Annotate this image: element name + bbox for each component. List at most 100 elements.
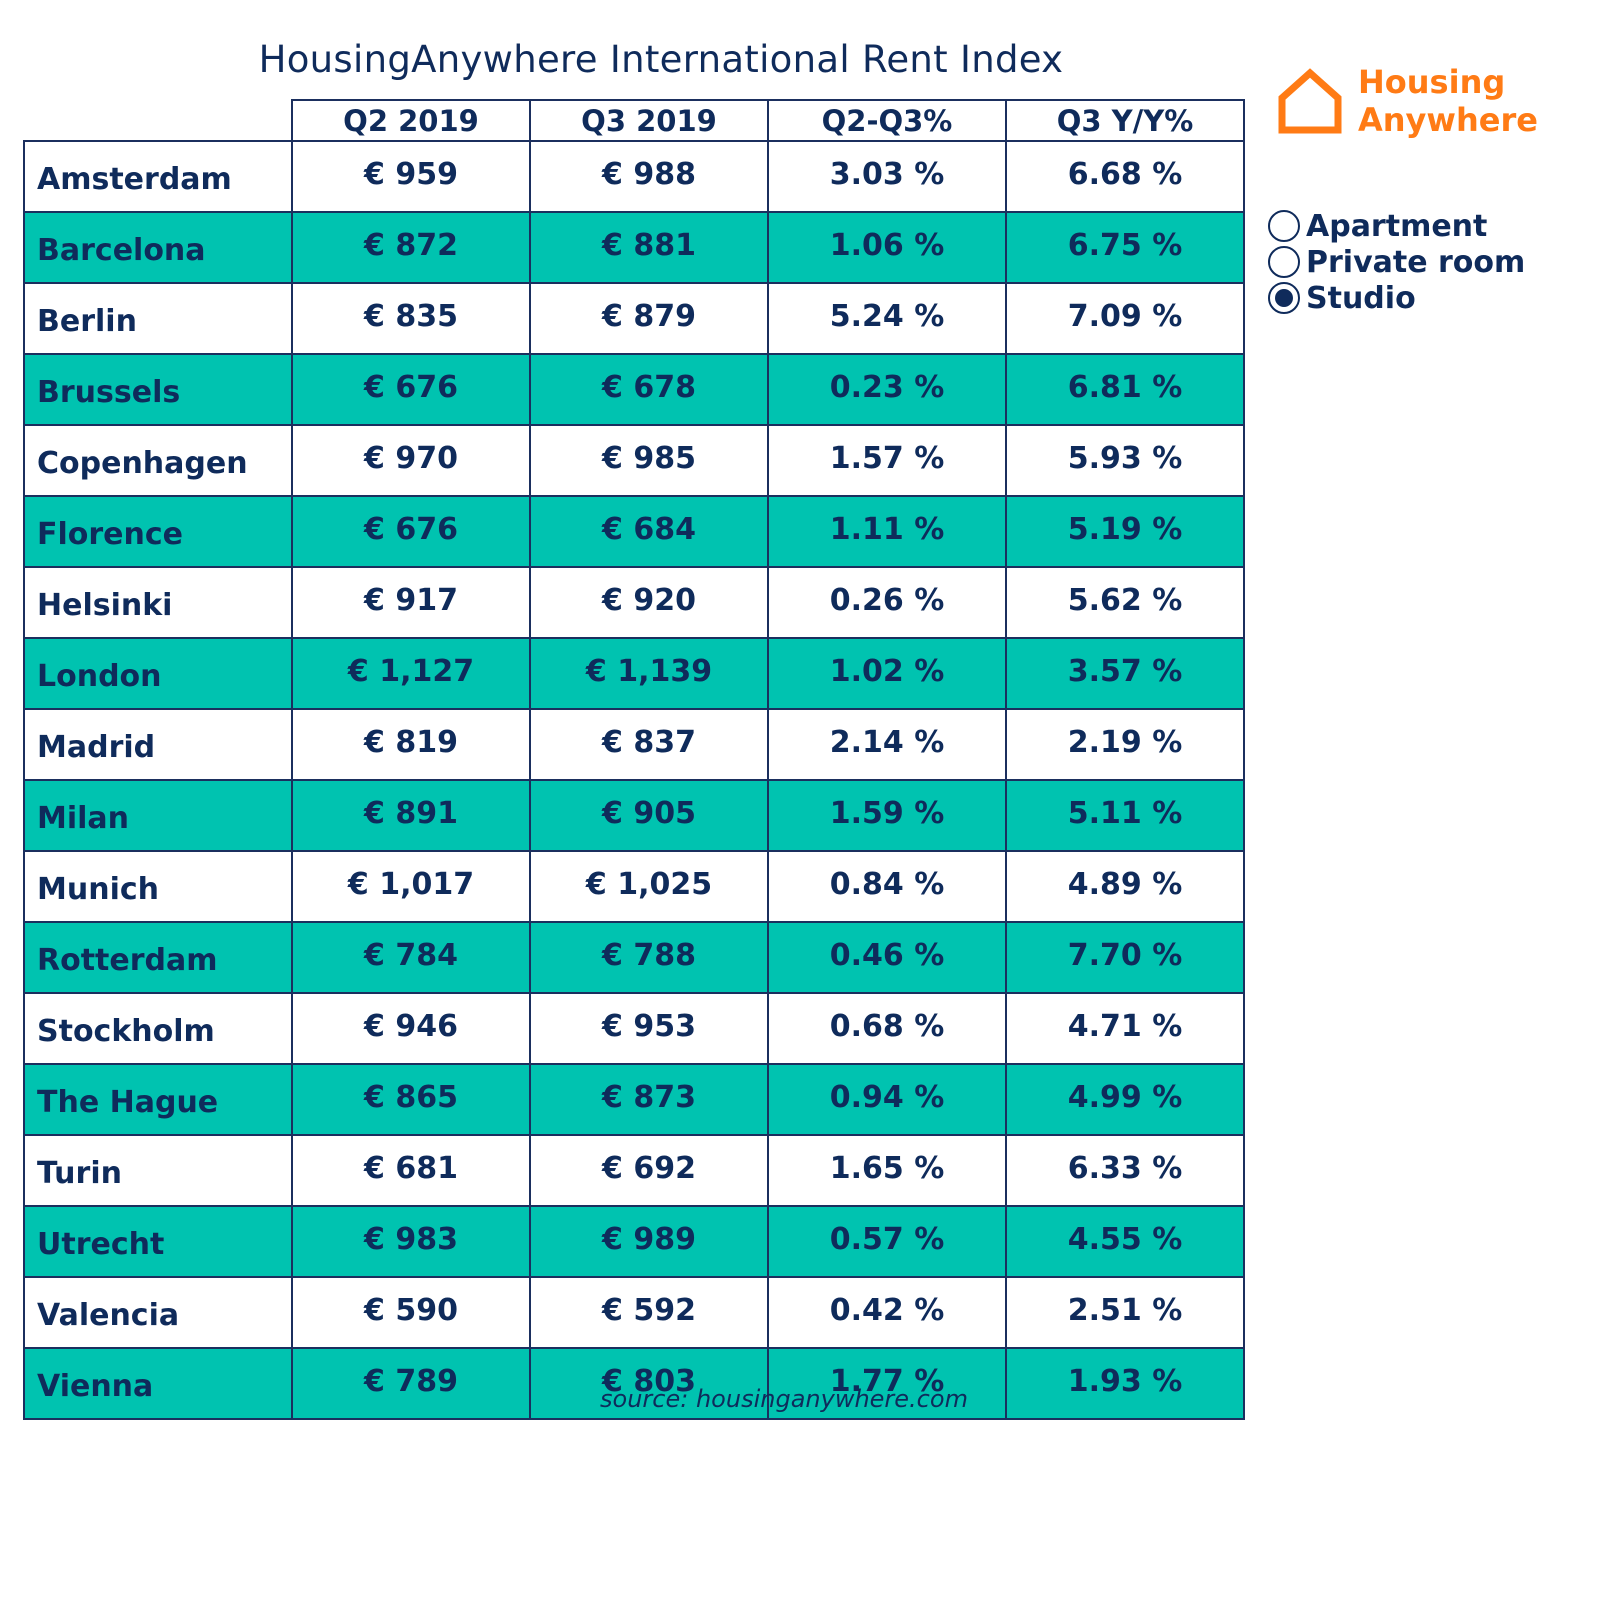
cell-q3-2019: € 988	[529, 140, 769, 213]
cell-q2-2019: € 983	[291, 1205, 531, 1278]
cell-q2-q3-change: 1.57 %	[767, 424, 1007, 497]
table-row: Brussels € 676 € 678 0.23 % 6.81 %	[23, 353, 1245, 426]
table-row: Stockholm € 946 € 953 0.68 % 4.71 %	[23, 992, 1245, 1065]
cell-city: Brussels	[23, 353, 293, 426]
cell-q3-2019: € 985	[529, 424, 769, 497]
table-row: Valencia € 590 € 592 0.42 % 2.51 %	[23, 1276, 1245, 1349]
cell-q3-2019: € 837	[529, 708, 769, 781]
legend-item-apartment[interactable]: Apartment	[1268, 208, 1525, 244]
cell-q3-yoy-change: 1.93 %	[1005, 1347, 1245, 1420]
cell-q2-q3-change: 0.57 %	[767, 1205, 1007, 1278]
column-header-q2: Q2 2019	[291, 99, 531, 141]
cell-city: Vienna	[23, 1347, 293, 1420]
legend-item-private-room[interactable]: Private room	[1268, 244, 1525, 280]
cell-q3-2019: € 905	[529, 779, 769, 852]
cell-q3-yoy-change: 5.19 %	[1005, 495, 1245, 568]
legend: Apartment Private room Studio	[1268, 208, 1525, 316]
table-row: Vienna € 789 € 803 1.77 % 1.93 %	[23, 1347, 1245, 1420]
cell-q3-yoy-change: 4.89 %	[1005, 850, 1245, 923]
cell-q2-q3-change: 1.02 %	[767, 637, 1007, 710]
cell-q3-yoy-change: 6.81 %	[1005, 353, 1245, 426]
cell-q2-q3-change: 0.94 %	[767, 1063, 1007, 1136]
cell-q3-2019: € 788	[529, 921, 769, 994]
cell-q2-2019: € 784	[291, 921, 531, 994]
cell-q3-yoy-change: 5.93 %	[1005, 424, 1245, 497]
cell-city: Madrid	[23, 708, 293, 781]
table-row: Turin € 681 € 692 1.65 % 6.33 %	[23, 1134, 1245, 1207]
table-row: Rotterdam € 784 € 788 0.46 % 7.70 %	[23, 921, 1245, 994]
table-row: Berlin € 835 € 879 5.24 % 7.09 %	[23, 282, 1245, 355]
cell-q3-2019: € 881	[529, 211, 769, 284]
cell-q3-2019: € 692	[529, 1134, 769, 1207]
cell-q2-q3-change: 0.26 %	[767, 566, 1007, 639]
cell-q2-q3-change: 0.23 %	[767, 353, 1007, 426]
cell-q3-2019: € 803	[529, 1347, 769, 1420]
column-header-q3: Q3 2019	[529, 99, 769, 141]
cell-q2-2019: € 681	[291, 1134, 531, 1207]
cell-q2-2019: € 946	[291, 992, 531, 1065]
cell-q2-2019: € 1,017	[291, 850, 531, 923]
column-header-qoq: Q2-Q3%	[767, 99, 1007, 141]
cell-q3-yoy-change: 7.70 %	[1005, 921, 1245, 994]
table-row: Copenhagen € 970 € 985 1.57 % 5.93 %	[23, 424, 1245, 497]
radio-private-room[interactable]	[1268, 246, 1300, 278]
cell-q3-yoy-change: 2.19 %	[1005, 708, 1245, 781]
cell-city: Rotterdam	[23, 921, 293, 994]
cell-city: Milan	[23, 779, 293, 852]
cell-q3-yoy-change: 5.62 %	[1005, 566, 1245, 639]
cell-q2-2019: € 959	[291, 140, 531, 213]
cell-q2-2019: € 865	[291, 1063, 531, 1136]
cell-q2-q3-change: 2.14 %	[767, 708, 1007, 781]
cell-city: Helsinki	[23, 566, 293, 639]
cell-city: Barcelona	[23, 211, 293, 284]
cell-q3-yoy-change: 4.71 %	[1005, 992, 1245, 1065]
table-row: Barcelona € 872 € 881 1.06 % 6.75 %	[23, 211, 1245, 284]
cell-q3-2019: € 920	[529, 566, 769, 639]
cell-q2-2019: € 970	[291, 424, 531, 497]
cell-q2-q3-change: 5.24 %	[767, 282, 1007, 355]
cell-q3-yoy-change: 5.11 %	[1005, 779, 1245, 852]
legend-label-studio: Studio	[1306, 280, 1416, 316]
cell-q2-2019: € 1,127	[291, 637, 531, 710]
cell-q3-2019: € 879	[529, 282, 769, 355]
table-header-row: Q2 2019 Q3 2019 Q2-Q3% Q3 Y/Y%	[24, 99, 1245, 141]
cell-q3-yoy-change: 6.68 %	[1005, 140, 1245, 213]
rent-index-table: Q2 2019 Q3 2019 Q2-Q3% Q3 Y/Y% Amsterdam…	[23, 99, 1245, 1420]
cell-q2-2019: € 789	[291, 1347, 531, 1420]
cell-q2-2019: € 917	[291, 566, 531, 639]
cell-q3-yoy-change: 6.33 %	[1005, 1134, 1245, 1207]
cell-q2-q3-change: 1.59 %	[767, 779, 1007, 852]
cell-q2-2019: € 590	[291, 1276, 531, 1349]
cell-city: Utrecht	[23, 1205, 293, 1278]
cell-city: London	[23, 637, 293, 710]
radio-apartment[interactable]	[1268, 210, 1300, 242]
legend-item-studio[interactable]: Studio	[1268, 280, 1525, 316]
table-row: Munich € 1,017 € 1,025 0.84 % 4.89 %	[23, 850, 1245, 923]
cell-q2-q3-change: 1.06 %	[767, 211, 1007, 284]
cell-q3-yoy-change: 3.57 %	[1005, 637, 1245, 710]
table-row: Utrecht € 983 € 989 0.57 % 4.55 %	[23, 1205, 1245, 1278]
cell-q3-2019: € 684	[529, 495, 769, 568]
table-row: Milan € 891 € 905 1.59 % 5.11 %	[23, 779, 1245, 852]
header-corner	[24, 100, 292, 141]
cell-q2-q3-change: 0.68 %	[767, 992, 1007, 1065]
cell-city: Copenhagen	[23, 424, 293, 497]
cell-q2-q3-change: 0.84 %	[767, 850, 1007, 923]
radio-studio[interactable]	[1268, 282, 1300, 314]
table-row: The Hague € 865 € 873 0.94 % 4.99 %	[23, 1063, 1245, 1136]
table-row: Madrid € 819 € 837 2.14 % 2.19 %	[23, 708, 1245, 781]
cell-city: Turin	[23, 1134, 293, 1207]
logo-text-line1: Housing	[1358, 63, 1506, 101]
cell-city: Florence	[23, 495, 293, 568]
cell-q2-q3-change: 1.77 %	[767, 1347, 1007, 1420]
cell-city: Stockholm	[23, 992, 293, 1065]
cell-q3-2019: € 592	[529, 1276, 769, 1349]
table-row: Amsterdam € 959 € 988 3.03 % 6.68 %	[23, 140, 1245, 213]
cell-q2-2019: € 676	[291, 495, 531, 568]
cell-q2-2019: € 819	[291, 708, 531, 781]
cell-q2-q3-change: 3.03 %	[767, 140, 1007, 213]
source-note: source: housinganywhere.com	[600, 1385, 968, 1413]
cell-city: The Hague	[23, 1063, 293, 1136]
cell-q3-yoy-change: 7.09 %	[1005, 282, 1245, 355]
cell-q3-2019: € 1,025	[529, 850, 769, 923]
